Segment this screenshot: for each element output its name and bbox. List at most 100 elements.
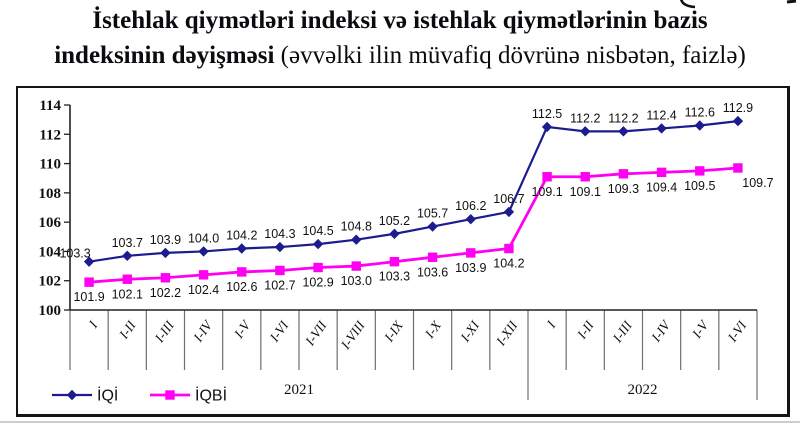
y-axis-label: 106 [39,215,62,231]
marker-square-iqbi [695,166,705,176]
series-line-iqbi [88,166,739,284]
marker-square-iqbi [504,243,514,254]
data-label: 109.4 [646,180,677,194]
data-label: 102.6 [226,280,257,294]
data-label: 101.9 [73,290,104,304]
chart-frame: 100 102 104 106 108 110 112 114 I I-II I-III I-IV I-… [16,86,790,417]
y-axis-label: 112 [39,127,61,143]
data-label: 109.5 [684,179,715,193]
y-axis-label: 108 [39,186,62,202]
x-axis-label: I-XI [457,317,483,345]
title-line1: İstehlak qiymətləri indeksi və istehlak … [92,7,708,34]
marker-square-iqbi [733,163,743,173]
data-label: 105.2 [379,214,410,228]
y-axis-label: 104 [39,244,62,260]
y-axis-label: 100 [39,303,62,319]
marker-diamond-iqi [427,221,438,232]
data-label: 106.7 [493,192,524,206]
data-label: 103.9 [150,233,181,247]
data-label: 103.3 [379,270,410,284]
page-divider-rule [0,421,800,423]
marker-diamond-iqi [122,250,133,262]
marker-square-iqbi [122,274,132,284]
marker-square-iqbi [580,172,590,182]
x-axis-label: I-VIII [337,317,368,353]
marker-diamond-iqi [198,246,209,257]
y-axis-label: 114 [39,98,61,114]
x-axis-label: I-III [151,317,178,346]
data-label: 102.2 [150,286,181,300]
marker-diamond-iqi [618,126,629,137]
data-label: 105.7 [417,207,448,221]
marker-diamond-iqi [656,123,667,134]
data-label: 109.3 [608,182,639,196]
marker-diamond-iqi [274,241,286,253]
marker-square-iqbi [656,167,667,178]
data-label: 103.9 [455,261,486,275]
data-label: 103.7 [112,236,143,250]
data-label: 112.2 [608,111,638,125]
marker-square-iqbi [84,277,94,287]
marker-diamond-iqi [236,243,247,254]
marker-diamond-iqi [312,238,324,250]
x-axis-label: I-II [116,317,140,342]
marker-square-iqbi [542,172,552,182]
marker-square-iqbi [466,248,476,258]
legend-marker-iqi [66,389,78,401]
marker-diamond-iqi [351,234,362,245]
marker-diamond-iqi [83,256,95,267]
year-group-label: 2021 [284,382,314,398]
x-axis-label: I [543,317,559,331]
y-axis-label: 110 [39,157,61,173]
marker-square-iqbi [389,256,400,267]
marker-square-iqbi [351,261,361,271]
x-axis-label: I-V [230,317,254,342]
data-label: 112.2 [570,111,600,125]
title-line2-subtitle: (əvvəlki ilin müvafiq dövrünə nisbətən, … [280,42,746,69]
marker-diamond-iqi [503,206,515,218]
data-label: 104.2 [493,257,524,271]
marker-diamond-iqi [694,120,705,131]
year-group-label: 2022 [628,382,658,398]
x-axis-label: I-III [609,317,636,346]
marker-square-iqbi [275,265,285,276]
marker-square-iqbi [427,252,438,262]
title-line2-bold: indeksinin dəyişməsi [54,42,275,69]
x-axis-label: I-IV [648,317,674,346]
data-label: 109.1 [570,185,601,199]
series-line-iqi [88,120,739,263]
data-label: 102.9 [302,276,333,290]
data-label: 104.3 [264,227,295,241]
marker-diamond-iqi [160,247,171,259]
marker-diamond-iqi [389,228,400,240]
x-axis-label: I-VII [302,317,331,349]
x-axis-label: I-IV [190,317,216,346]
data-label: 102.1 [112,287,143,301]
x-axis-label: I-VI [266,317,292,345]
marker-square-iqbi [237,267,247,277]
x-axis-label: I-II [574,317,598,342]
data-label: 112.5 [532,107,562,121]
marker-diamond-iqi [541,121,553,133]
marker-diamond-iqi [732,115,744,127]
data-label: 103.0 [341,274,372,288]
clipped-glyph-fragment [786,0,797,4]
x-axis-label: I-V [688,317,712,342]
legend-label-iqbi: İQBİ [195,386,227,405]
marker-diamond-iqi [580,126,591,137]
data-label: 103.3 [59,247,90,261]
data-label: 112.9 [723,101,753,115]
x-axis-label: I-IX [381,318,407,346]
clipped-text-fragment [680,0,797,9]
y-axis-label: 102 [39,274,62,290]
data-label: 112.4 [646,108,676,122]
marker-square-iqbi [160,273,171,283]
data-label: 112.6 [685,106,715,120]
chart-title: İstehlak qiymətləri indeksi və istehlak … [0,3,800,73]
data-label: 104.0 [188,231,219,245]
x-axis-label: I [85,317,101,331]
data-label: 106.2 [455,199,486,213]
marker-diamond-iqi [465,214,476,225]
